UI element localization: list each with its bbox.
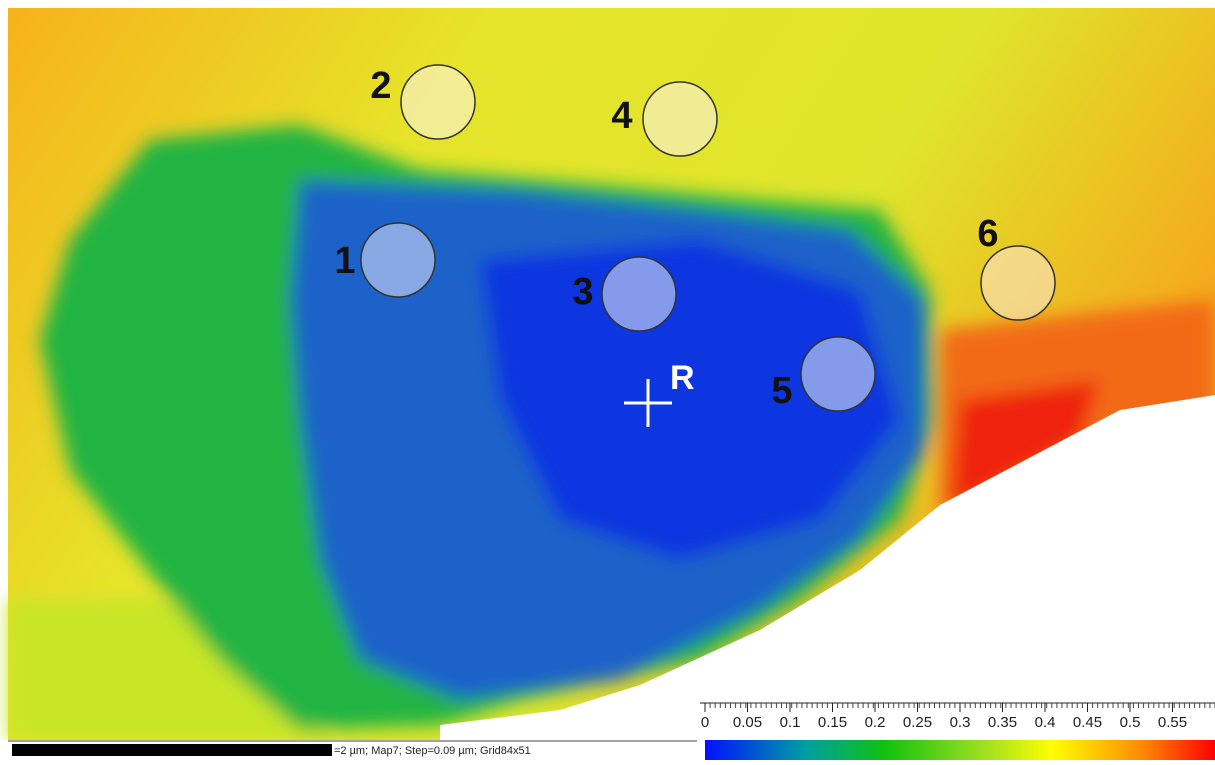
marker-circle: [800, 336, 876, 412]
colorbar-tick-label: 0.35: [988, 714, 1017, 731]
colorbar-tick-label: 0.45: [1073, 714, 1102, 731]
colorbar-tick-label: 0.3: [950, 714, 971, 731]
marker-label: 4: [611, 95, 632, 137]
marker-circle: [601, 256, 677, 332]
marker-label: 2: [370, 65, 391, 107]
marker-label: 5: [771, 370, 792, 412]
scale-bar-label: =2 µm; Map7; Step=0.09 µm; Grid84x51: [334, 745, 531, 757]
colorbar-tick-label: 0.15: [818, 714, 847, 731]
marker-label: 6: [977, 213, 998, 255]
marker-label: 3: [572, 271, 593, 313]
reference-label: R: [670, 359, 695, 397]
marker-circle: [980, 245, 1056, 321]
colorbar-tick-label: 0: [701, 714, 709, 731]
marker-circle: [642, 81, 718, 157]
marker-label: 1: [334, 240, 355, 282]
colorbar-tick-label: 0.5: [1120, 714, 1141, 731]
scale-bar: [12, 744, 332, 756]
marker-circle: [360, 222, 436, 298]
colorbar-tick-label: 0.4: [1035, 714, 1056, 731]
colorbar-tick-label: 0.2: [865, 714, 886, 731]
colorbar-tick-label: 0.25: [903, 714, 932, 731]
colorbar-tick-label: 0.1: [780, 714, 801, 731]
colorbar: [705, 740, 1215, 760]
colorbar-tick-label: 0.05: [733, 714, 762, 731]
phase-map: [8, 8, 1215, 740]
marker-circle: [400, 64, 476, 140]
colorbar-tick-label: 0.55: [1158, 714, 1187, 731]
